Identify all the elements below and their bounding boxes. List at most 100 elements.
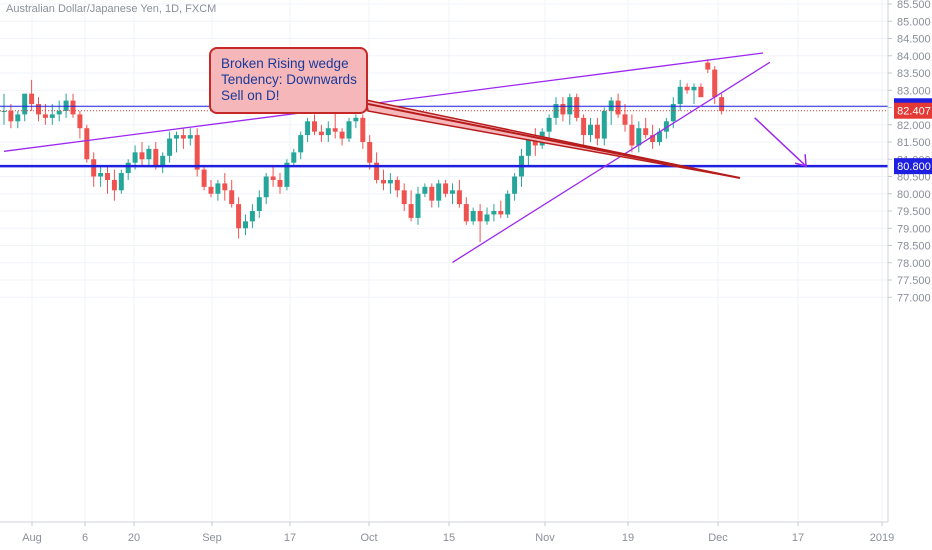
candle [160,152,166,174]
candle-body [49,114,55,118]
candle [111,169,117,201]
candle-body [512,176,518,194]
candle [105,166,110,194]
candle [339,128,345,146]
wedge-upper-line [3,52,764,152]
candle [691,83,697,105]
candle [36,97,41,122]
candle [643,117,649,139]
candle-body [229,190,235,205]
time-tick-label: Nov [535,532,555,544]
candle-body [698,86,704,98]
candle-body [367,142,373,163]
candle-body [243,221,248,229]
candle [194,128,200,177]
candle-body [111,179,117,191]
candle [1,93,7,125]
candle-body [505,193,511,215]
candle [546,114,552,139]
candle-body [36,104,41,115]
candle-body [118,173,124,191]
symbol-title: Australian Dollar/Japanese Yen, 1D, FXCM [6,3,217,15]
price-tick-label: 78.500 [897,241,931,253]
candle-body [360,117,366,142]
candle [243,214,248,236]
time-tick-label: 15 [443,532,455,544]
price-tick-label: 79.000 [897,223,931,235]
candle-body [174,135,179,139]
candle-body [215,183,221,194]
candle-body [588,124,593,136]
candle [201,166,207,191]
candle-body [125,162,131,174]
candle [291,148,297,167]
candle-body [339,131,345,139]
candle-body [139,152,145,160]
candle [263,173,269,205]
candle-body [249,211,255,222]
candle-body [160,155,166,167]
candle-body [318,131,324,136]
time-tick-label: Aug [22,532,42,544]
candle [512,173,518,201]
candle-body [194,135,200,170]
candle-body [91,159,97,177]
candle-body [298,135,304,153]
candle-body [636,128,642,146]
candle [125,159,131,180]
analysis-note[interactable]: Broken Rising wedge Tendency: Downwards … [209,47,368,114]
price-tick-label: 78.000 [897,258,931,270]
candle [532,128,538,156]
candle [519,148,524,187]
candle-body [291,152,297,163]
candle-body [574,97,580,118]
candle-body [29,93,35,105]
candle [42,104,48,125]
candle-body [201,169,207,187]
candle [49,104,55,125]
price-tick-label: 85.000 [897,16,931,28]
candle [270,166,276,187]
price-axis[interactable]: 85.50085.00084.50084.00083.50083.00082.5… [887,0,931,522]
price-tick-label: 79.500 [897,206,931,218]
candle-body [381,179,386,184]
price-tick-label: 77.500 [897,275,931,287]
candle-body [236,204,242,229]
candle-body [208,186,214,194]
candle [657,128,662,146]
candle-body [463,204,469,222]
candle-body [56,110,62,115]
candle-body [346,121,352,139]
candle-body [42,114,48,118]
candle-body [470,211,476,222]
candle-body [684,86,690,91]
target-arrowhead [794,154,807,168]
candle [719,93,725,115]
candle-body [525,138,531,156]
candle-body [332,128,338,132]
time-tick-label: 19 [622,532,634,544]
candle [498,200,504,218]
candle [450,183,455,205]
candle-body [629,124,635,146]
candle [367,135,373,170]
candle [601,107,607,146]
candle [415,186,421,225]
note-line-3: Sell on D! [221,88,280,103]
time-tick-label: Dec [708,532,728,544]
candle [574,93,580,122]
candle [422,183,428,198]
candle [318,124,324,142]
time-axis[interactable]: Aug 6 20 Sep 17 Oct 15 Nov 19 Dec 17 2019 [0,521,894,544]
candle [236,197,242,239]
price-tick-label: 81.500 [897,137,931,149]
candle-body [484,214,490,222]
candle [684,83,690,94]
candle [229,179,235,208]
wedge-lower-line [452,61,771,263]
candle-body [146,148,152,160]
time-tick-label: Oct [360,532,377,544]
candle-body [325,128,331,136]
